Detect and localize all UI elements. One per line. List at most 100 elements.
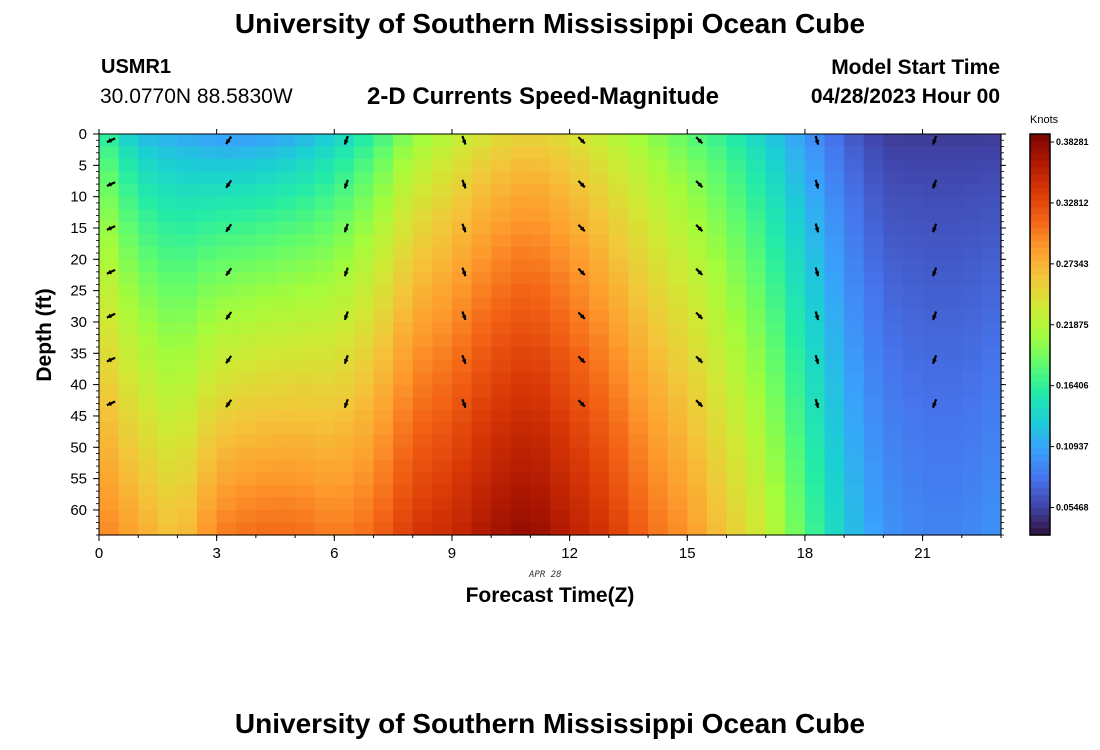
heatmap-cell (922, 372, 943, 386)
heatmap-cell (197, 259, 218, 273)
heatmap-cell (432, 422, 453, 436)
heatmap-cell (491, 497, 512, 511)
heatmap-cell (765, 171, 786, 185)
current-vector-arrow (343, 135, 349, 145)
current-vector-arrow (814, 223, 820, 233)
heatmap-cell (157, 409, 179, 423)
heatmap-cell (550, 459, 571, 473)
heatmap-cell (863, 296, 884, 311)
heatmap-cell (373, 447, 394, 461)
heatmap-cell (942, 409, 963, 423)
heatmap-cell (824, 309, 845, 323)
heatmap-cell (295, 171, 316, 185)
heatmap-cell (314, 497, 335, 511)
heatmap-cell (648, 309, 669, 323)
heatmap-cell (451, 259, 473, 273)
heatmap-cell (99, 271, 120, 285)
heatmap-cell (667, 146, 688, 160)
heatmap-cell (667, 209, 688, 223)
heatmap-cell (765, 372, 786, 386)
heatmap-cell (550, 171, 571, 185)
heatmap-cell (295, 359, 316, 373)
heatmap-cell (824, 196, 845, 210)
heatmap-cell (138, 522, 159, 536)
heatmap-cell (569, 359, 590, 373)
heatmap-cell (902, 422, 924, 436)
heatmap-cell (628, 347, 649, 361)
heatmap-cell (628, 271, 649, 285)
current-vector-arrow (695, 399, 704, 408)
heatmap-cell (157, 159, 179, 173)
heatmap-cell (765, 309, 786, 323)
heatmap-cell (648, 159, 669, 173)
heatmap-cell (295, 159, 316, 173)
heatmap-cell (648, 459, 669, 473)
heatmap-cell (157, 221, 179, 235)
heatmap-cell (334, 271, 355, 285)
heatmap-cell (432, 209, 453, 223)
heatmap-cell (99, 209, 120, 223)
heatmap-cell (451, 159, 473, 173)
heatmap-cell (667, 447, 688, 461)
heatmap-cell (922, 434, 943, 448)
heatmap-cell (550, 246, 571, 260)
heatmap-cell (726, 309, 747, 323)
heatmap-cell (510, 146, 531, 160)
heatmap-cell (432, 347, 453, 361)
heatmap-cell (275, 409, 296, 423)
heatmap-cell (961, 234, 982, 248)
colorbar-segment (1030, 341, 1050, 349)
heatmap-cell (687, 509, 708, 524)
model-start-label: Model Start Time (831, 56, 1000, 79)
heatmap-cell (471, 234, 492, 248)
heatmap-cell (412, 509, 433, 524)
heatmap-cell (393, 447, 414, 461)
heatmap-cell (746, 296, 767, 311)
heatmap-cell (314, 484, 335, 499)
heatmap-cell (138, 209, 159, 223)
heatmap-cell (471, 422, 492, 436)
heatmap-cell (648, 171, 669, 185)
heatmap-cell (373, 409, 394, 423)
y-tick-label: 0 (79, 126, 87, 143)
heatmap-cell (765, 259, 786, 273)
heatmap-cell (530, 271, 551, 285)
heatmap-cell (589, 334, 610, 348)
y-tick-label: 55 (70, 471, 87, 488)
heatmap-cell (883, 359, 904, 373)
heatmap-cell (706, 459, 728, 473)
heatmap-cell (432, 159, 453, 173)
heatmap-cell (687, 309, 708, 323)
current-vector-arrow (814, 135, 820, 145)
heatmap-cell (883, 347, 904, 361)
heatmap-cell (353, 497, 375, 511)
heatmap-cell (844, 459, 865, 473)
heatmap-cell (471, 447, 492, 461)
heatmap-cell (118, 472, 139, 486)
heatmap-cell (922, 497, 943, 511)
heatmap-cell (804, 234, 826, 248)
heatmap-cell (863, 184, 884, 198)
heatmap-cell (451, 372, 473, 386)
heatmap-cell (746, 209, 767, 223)
current-vector-arrow (931, 354, 938, 365)
heatmap-cell (824, 334, 845, 348)
heatmap-cell (687, 271, 708, 285)
heatmap-cell (687, 234, 708, 248)
heatmap-cell (157, 422, 179, 436)
footer-title: University of Southern Mississippi Ocean… (234, 708, 866, 739)
heatmap-cell (902, 134, 924, 148)
y-tick-label: 35 (70, 345, 87, 362)
heatmap-cell (942, 284, 963, 298)
heatmap-cell (393, 134, 414, 148)
heatmap-cell (824, 472, 845, 486)
heatmap-cell (746, 384, 767, 398)
heatmap-cell (138, 497, 159, 511)
heatmap-cell (236, 459, 257, 473)
heatmap-cell (687, 347, 708, 361)
heatmap-cell (412, 397, 433, 411)
heatmap-cell (569, 246, 590, 260)
colorbar-segment (1030, 428, 1050, 436)
heatmap-cell (746, 221, 767, 235)
heatmap-cell (648, 447, 669, 461)
